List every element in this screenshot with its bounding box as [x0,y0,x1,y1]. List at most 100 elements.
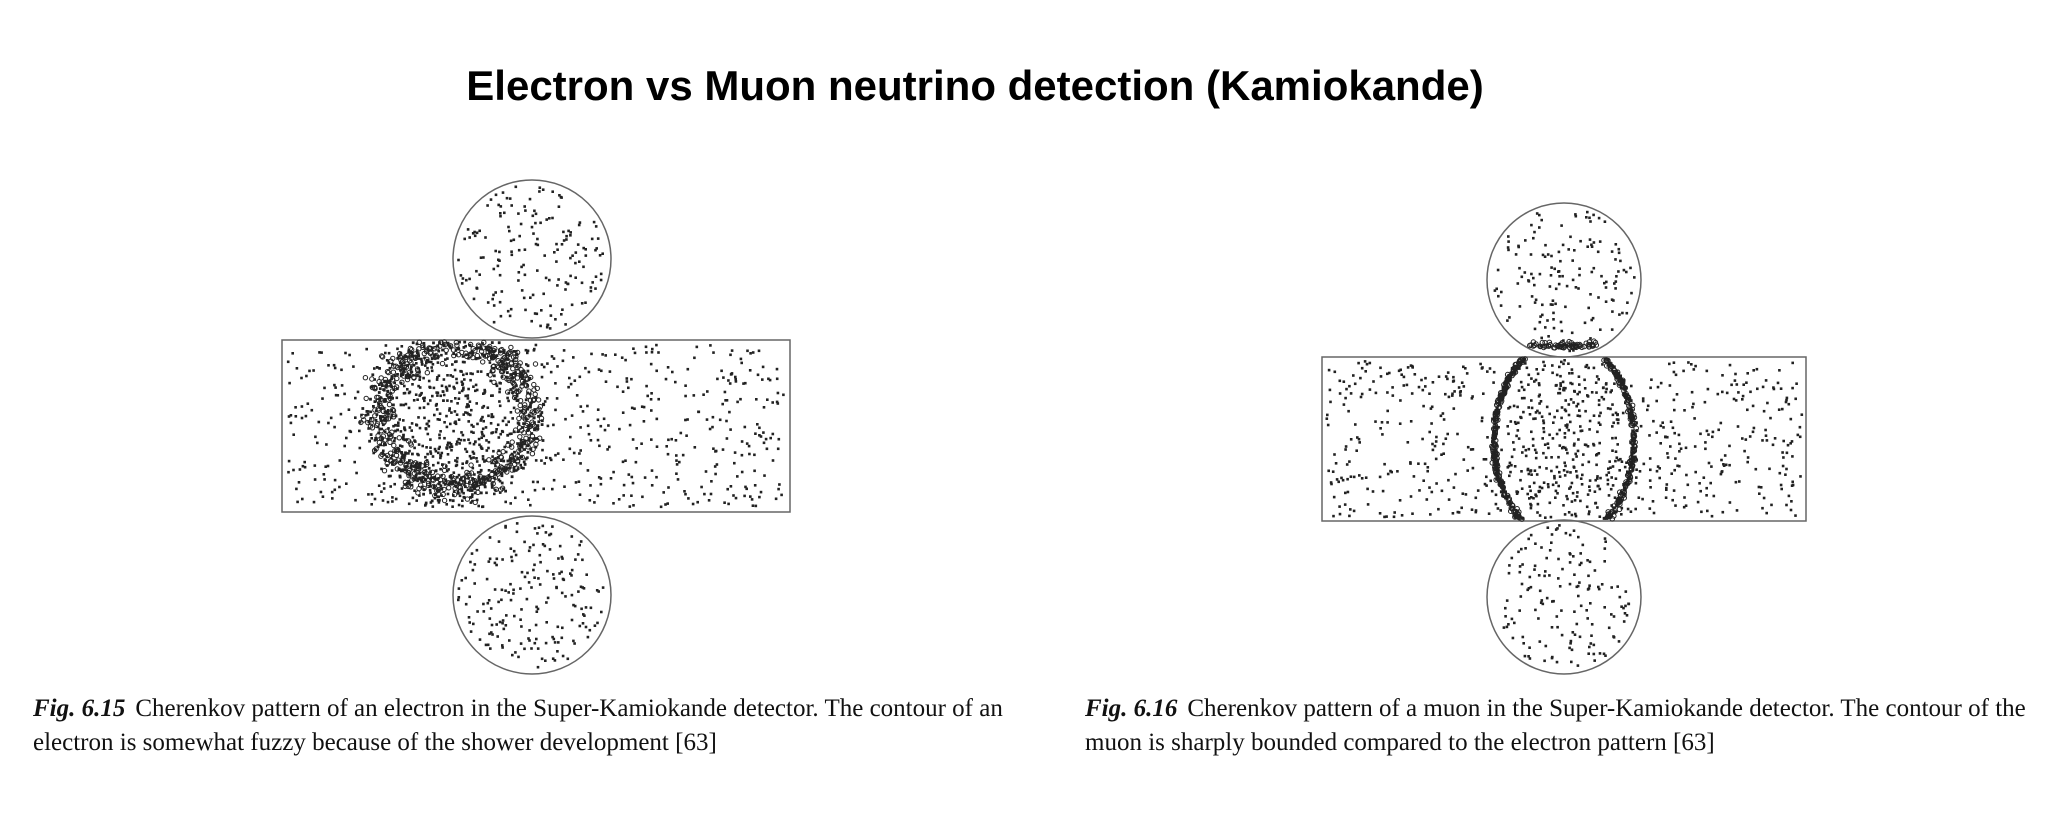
pmt-hit [1626,301,1629,304]
pmt-hit [483,391,486,395]
pmt-hit [521,440,525,444]
pmt-hit [344,351,347,355]
pmt-hit [288,381,291,385]
pmt-hit [691,502,695,506]
pmt-hit [676,478,680,481]
pmt-hit [533,527,537,530]
pmt-hit [519,463,522,467]
pmt-hit [1626,470,1629,474]
pmt-hit [557,641,560,644]
pmt-hit [418,375,422,379]
pmt-hit [1492,436,1496,440]
pmt-hit [443,436,446,440]
pmt-hit [500,375,504,378]
pmt-hit [1588,419,1592,423]
pmt-hit [1441,412,1445,415]
pmt-hit [397,421,400,424]
pmt-hit [524,415,530,421]
pmt-hit [1538,640,1542,643]
pmt-hit [1649,486,1652,489]
pmt-hit [304,414,308,418]
pmt-hit [1616,443,1619,446]
pmt-hit [535,397,542,403]
pmt-hit [1546,319,1549,322]
pmt-hit [399,359,405,365]
pmt-hit [429,491,432,495]
pmt-hit [512,549,516,553]
pmt-hit [576,243,580,246]
pmt-hit [630,377,633,381]
pmt-hit [439,454,443,458]
pmt-hit [570,574,573,577]
pmt-hit [436,418,440,421]
pmt-hit [381,468,388,474]
pmt-hit [1610,250,1614,253]
pmt-hit [1518,266,1521,270]
pmt-hit [484,481,487,484]
pmt-hit [483,460,486,463]
pmt-hit [393,363,399,369]
pmt-hit [1540,218,1543,222]
pmt-hit [1678,450,1681,453]
pmt-hit [476,422,479,426]
pmt-hit [517,398,524,404]
pmt-hit [625,380,629,383]
pmt-hit [426,358,429,362]
pmt-hit [319,490,323,494]
pmt-hit [1554,496,1557,499]
pmt-hit [1580,561,1583,565]
pmt-hit [520,455,523,459]
pmt-hit [516,430,520,433]
pmt-hit [740,453,744,457]
pmt-hit [372,413,378,419]
pmt-hit [1552,318,1555,321]
pmt-hit [1621,391,1628,398]
pmt-hit [494,464,497,468]
pmt-hit [1368,361,1372,365]
pmt-hit [599,272,603,276]
pmt-hit [1424,376,1427,380]
pmt-hit [1576,392,1579,396]
pmt-hit [531,480,535,484]
pmt-hit [1746,460,1749,464]
pmt-hit [1590,634,1593,637]
pmt-hit [1518,565,1522,568]
pmt-hit [500,481,504,485]
pmt-hit [1553,415,1556,419]
pmt-hit [1565,448,1568,451]
pmt-hit [1514,253,1518,256]
pmt-hit [530,319,533,323]
pmt-hit [655,343,658,347]
pmt-hit [743,425,747,429]
pmt-hit [726,487,729,491]
pmt-hit [1634,481,1638,485]
pmt-hit [1492,430,1496,434]
pmt-hit [1687,361,1690,364]
pmt-hit [1637,496,1641,499]
pmt-hit [1787,402,1791,406]
pmt-hit [475,231,479,235]
pmt-hit [1621,311,1624,315]
pmt-hit [552,357,556,360]
pmt-hit [527,581,531,584]
pmt-hit [1611,484,1615,487]
pmt-hit [312,500,316,504]
pmt-hit [449,346,453,350]
pmt-hit [510,559,514,563]
pmt-hit [1779,387,1783,390]
pmt-hit [566,657,570,661]
pmt-hit [1598,515,1602,518]
pmt-hit [1650,378,1653,381]
pmt-hit [1573,610,1576,613]
pmt-hit [416,398,419,401]
pmt-hit [1337,480,1340,484]
pmt-hit [599,482,603,486]
pmt-hit [496,635,499,638]
pmt-hit [430,369,434,373]
pmt-hit [485,439,488,442]
figure-caption-electron: Fig. 6.15 Cherenkov pattern of an electro… [33,692,1043,760]
pmt-hit [525,363,528,366]
pmt-hit [569,234,572,237]
pmt-hit [459,274,463,277]
pmt-hit [1593,659,1596,662]
